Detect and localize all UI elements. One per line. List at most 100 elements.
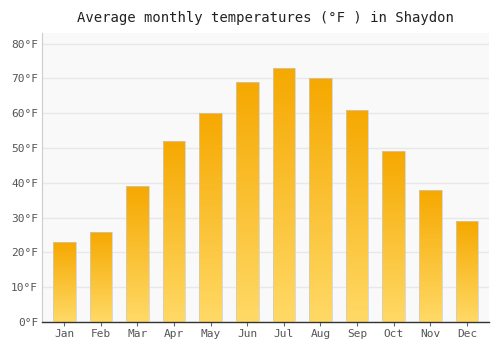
Bar bbox=[382, 226, 405, 228]
Bar bbox=[53, 252, 76, 253]
Bar bbox=[200, 197, 222, 199]
Bar bbox=[309, 115, 332, 118]
Bar bbox=[272, 192, 295, 195]
Bar bbox=[456, 245, 478, 246]
Bar bbox=[162, 308, 186, 311]
Bar bbox=[53, 290, 76, 291]
Bar bbox=[419, 218, 442, 219]
Bar bbox=[53, 301, 76, 302]
Bar bbox=[419, 249, 442, 251]
Bar bbox=[236, 151, 258, 154]
Bar bbox=[162, 315, 186, 317]
Bar bbox=[162, 240, 186, 243]
Bar bbox=[382, 316, 405, 318]
Bar bbox=[162, 243, 186, 245]
Bar bbox=[272, 224, 295, 227]
Bar bbox=[162, 223, 186, 225]
Bar bbox=[419, 318, 442, 320]
Bar bbox=[126, 220, 149, 222]
Bar bbox=[309, 319, 332, 322]
Bar bbox=[126, 244, 149, 246]
Bar bbox=[53, 313, 76, 314]
Bar bbox=[200, 246, 222, 249]
Bar bbox=[309, 142, 332, 145]
Bar bbox=[309, 304, 332, 307]
Bar bbox=[382, 228, 405, 230]
Bar bbox=[236, 229, 258, 232]
Bar bbox=[162, 218, 186, 220]
Bar bbox=[272, 313, 295, 316]
Bar bbox=[456, 251, 478, 253]
Bar bbox=[419, 307, 442, 309]
Bar bbox=[309, 231, 332, 234]
Bar bbox=[200, 204, 222, 207]
Bar bbox=[162, 247, 186, 250]
Bar bbox=[382, 277, 405, 279]
Bar bbox=[419, 236, 442, 238]
Bar bbox=[236, 256, 258, 259]
Bar bbox=[90, 258, 112, 259]
Bar bbox=[309, 212, 332, 215]
Bar bbox=[456, 243, 478, 244]
Bar bbox=[53, 244, 76, 245]
Bar bbox=[53, 247, 76, 248]
Bar bbox=[346, 176, 368, 179]
Bar bbox=[346, 208, 368, 211]
Bar bbox=[53, 255, 76, 256]
Bar bbox=[236, 196, 258, 199]
Bar bbox=[456, 240, 478, 241]
Bar bbox=[456, 236, 478, 237]
Bar bbox=[272, 249, 295, 252]
Bar bbox=[272, 71, 295, 74]
Bar bbox=[346, 245, 368, 248]
Bar bbox=[346, 285, 368, 287]
Bar bbox=[419, 211, 442, 213]
Bar bbox=[382, 281, 405, 284]
Bar bbox=[90, 237, 112, 238]
Bar bbox=[53, 264, 76, 265]
Bar bbox=[346, 120, 368, 123]
Bar bbox=[162, 290, 186, 293]
Bar bbox=[236, 142, 258, 145]
Bar bbox=[126, 318, 149, 320]
Bar bbox=[53, 287, 76, 288]
Bar bbox=[272, 290, 295, 293]
Bar bbox=[236, 232, 258, 235]
Bar bbox=[419, 215, 442, 216]
Bar bbox=[382, 256, 405, 258]
Bar bbox=[272, 141, 295, 144]
Bar bbox=[456, 285, 478, 287]
Bar bbox=[53, 308, 76, 309]
Bar bbox=[382, 183, 405, 186]
Bar bbox=[346, 144, 368, 147]
Bar bbox=[382, 284, 405, 286]
Bar bbox=[419, 251, 442, 253]
Bar bbox=[162, 191, 186, 193]
Bar bbox=[126, 270, 149, 271]
Bar bbox=[236, 139, 258, 142]
Bar bbox=[53, 305, 76, 306]
Bar bbox=[382, 188, 405, 190]
Bar bbox=[200, 202, 222, 204]
Bar bbox=[456, 299, 478, 301]
Bar bbox=[309, 264, 332, 267]
Bar bbox=[346, 152, 368, 155]
Bar bbox=[419, 290, 442, 292]
Bar bbox=[200, 150, 222, 152]
Bar bbox=[236, 154, 258, 157]
Bar bbox=[126, 227, 149, 229]
Bar bbox=[346, 168, 368, 171]
Bar bbox=[346, 280, 368, 282]
Bar bbox=[53, 303, 76, 304]
Bar bbox=[90, 243, 112, 244]
Bar bbox=[346, 274, 368, 277]
Bar bbox=[456, 280, 478, 282]
Bar bbox=[419, 223, 442, 224]
Bar bbox=[272, 150, 295, 154]
Bar bbox=[53, 289, 76, 290]
Bar bbox=[162, 302, 186, 304]
Bar bbox=[419, 256, 442, 258]
Bar bbox=[456, 306, 478, 307]
Bar bbox=[53, 299, 76, 300]
Bar bbox=[200, 299, 222, 301]
